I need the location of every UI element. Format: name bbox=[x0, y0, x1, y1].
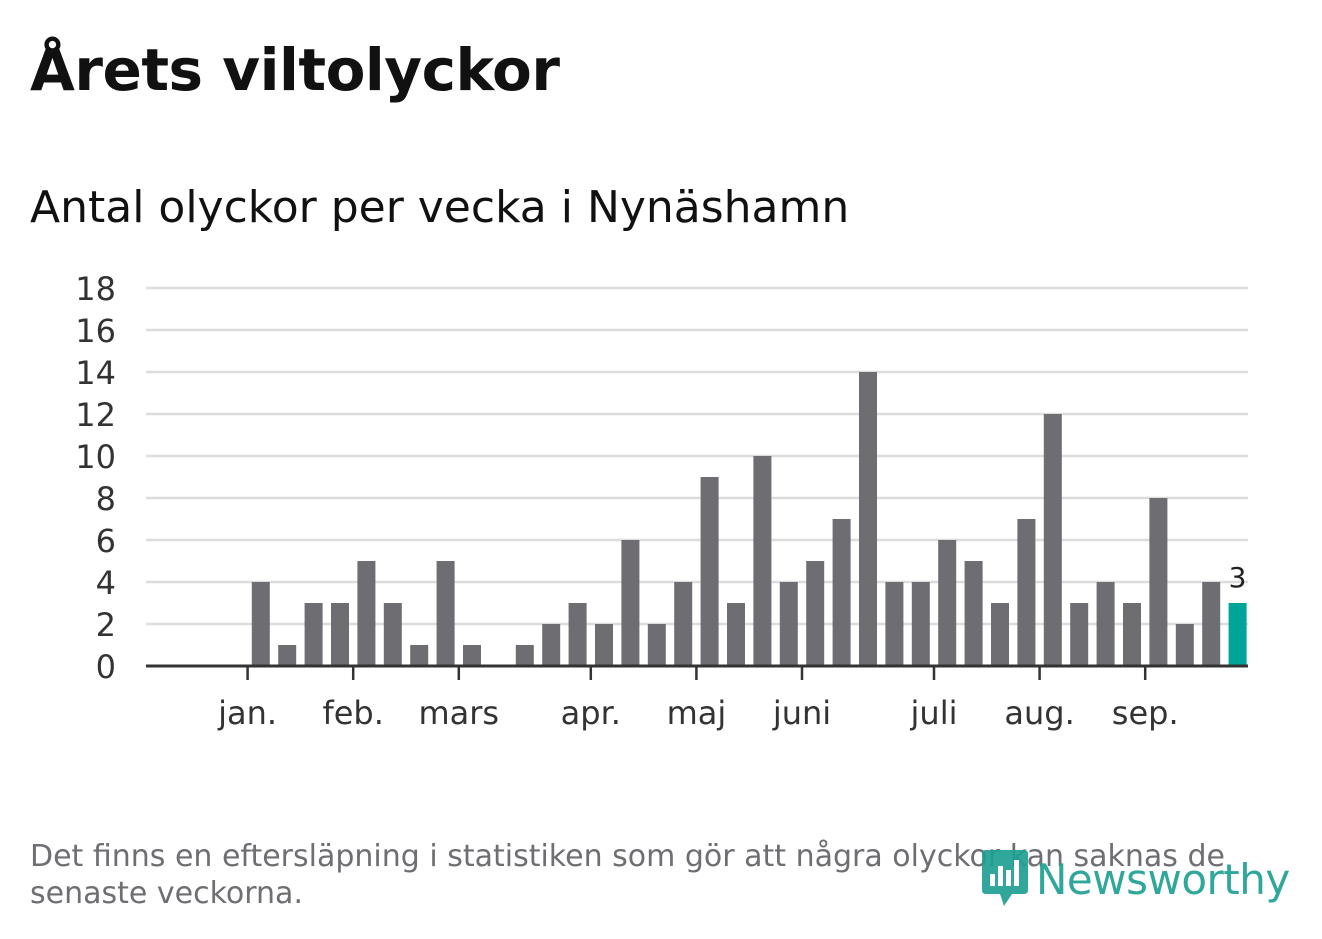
chart-title: Årets viltolyckor bbox=[30, 36, 560, 104]
bar bbox=[700, 477, 719, 666]
bar-chart-speech-icon bbox=[982, 850, 1028, 906]
bar bbox=[542, 624, 561, 666]
bar bbox=[331, 603, 349, 666]
bar bbox=[1043, 414, 1062, 666]
x-tick-label: maj bbox=[667, 694, 727, 732]
newsworthy-logo: Newsworthy bbox=[980, 848, 1290, 910]
x-tick-label: juli bbox=[910, 694, 958, 732]
bar bbox=[515, 645, 534, 666]
bar bbox=[357, 561, 376, 666]
bar bbox=[859, 372, 877, 666]
bar bbox=[885, 582, 904, 666]
bar bbox=[410, 645, 429, 666]
data-labels: 3 bbox=[1229, 561, 1247, 594]
bar bbox=[1175, 624, 1194, 666]
x-tick-label: mars bbox=[418, 694, 499, 732]
bar bbox=[1149, 498, 1168, 666]
y-axis: 0 2 4 6 8 10 12 14 16 18 bbox=[75, 270, 116, 686]
bar bbox=[806, 561, 825, 666]
bar bbox=[1070, 603, 1089, 666]
bar bbox=[911, 582, 930, 666]
bar bbox=[1202, 582, 1221, 666]
y-tick-label: 2 bbox=[96, 606, 116, 644]
y-tick-label: 10 bbox=[75, 438, 116, 476]
bar bbox=[964, 561, 983, 666]
y-tick-label: 6 bbox=[96, 522, 116, 560]
bar bbox=[991, 603, 1009, 666]
bar bbox=[383, 603, 402, 666]
brand-name: Newsworthy bbox=[1036, 854, 1290, 904]
bar bbox=[832, 519, 851, 666]
bar bbox=[251, 582, 270, 666]
x-tick-label: feb. bbox=[322, 694, 383, 732]
chart-subtitle: Antal olyckor per vecka i Nynäshamn bbox=[30, 182, 850, 233]
x-tick-label: apr. bbox=[561, 694, 621, 732]
y-tick-label: 4 bbox=[96, 564, 116, 602]
bar bbox=[436, 561, 455, 666]
y-tick-label: 8 bbox=[96, 480, 116, 518]
bar-highlight bbox=[1228, 603, 1247, 666]
bar bbox=[938, 540, 957, 666]
bar bbox=[304, 603, 323, 666]
bar bbox=[647, 624, 666, 666]
bar bbox=[779, 582, 798, 666]
x-tick-label: aug. bbox=[1004, 694, 1074, 732]
x-tick-label: jan. bbox=[217, 694, 277, 732]
y-tick-label: 16 bbox=[75, 312, 116, 350]
gridlines bbox=[146, 286, 1248, 626]
y-tick-label: 0 bbox=[96, 648, 116, 686]
bar-series bbox=[251, 372, 1247, 666]
y-tick-label: 18 bbox=[75, 270, 116, 308]
y-tick-label: 12 bbox=[75, 396, 116, 434]
y-tick-label: 14 bbox=[75, 354, 116, 392]
bar bbox=[753, 456, 772, 666]
bar bbox=[595, 624, 613, 666]
bar bbox=[1123, 603, 1141, 666]
bar bbox=[727, 603, 745, 666]
bar bbox=[674, 582, 693, 666]
x-tick-label: juni bbox=[772, 694, 831, 732]
bar bbox=[568, 603, 587, 666]
bar bbox=[278, 645, 297, 666]
bar bbox=[621, 540, 640, 666]
x-axis-labels: jan. feb. mars apr. maj juni juli aug. sep. bbox=[217, 666, 1179, 732]
data-label: 3 bbox=[1229, 561, 1247, 594]
bar bbox=[1017, 519, 1036, 666]
bar bbox=[463, 645, 481, 666]
bar bbox=[1096, 582, 1115, 666]
x-tick-label: sep. bbox=[1112, 694, 1179, 732]
